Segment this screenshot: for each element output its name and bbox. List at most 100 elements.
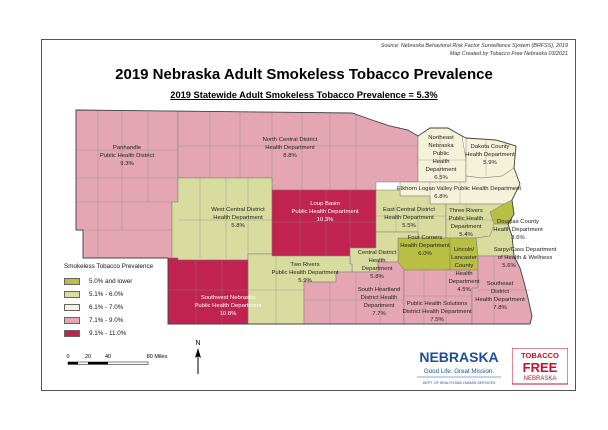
county-lines [76, 111, 530, 324]
southwest-value: 10.8% [220, 311, 237, 317]
tf-logo-line2: FREE [523, 360, 558, 375]
sarpy-cass-value: 5.6% [502, 263, 516, 269]
scale-bar: 0 20 40 80 Miles [66, 354, 167, 365]
north-arrow-icon: N [195, 340, 201, 374]
source-note: Source: Nebraska Behavioral Risk Factor … [381, 43, 568, 58]
lancaster-label: Department [449, 279, 480, 285]
east-central-label: East Central District [383, 207, 435, 213]
loup-basin-value: 10.3% [317, 217, 334, 223]
lancaster-label: Health [455, 271, 472, 277]
west-central-label: West Central District [211, 207, 265, 213]
southwest-label: Public Health Department [194, 303, 261, 309]
tobacco-free-nebraska-logo: TOBACCO FREE NEBRASKA [512, 348, 568, 385]
legend-label: 5.1% - 6.0% [89, 291, 124, 298]
northeast-label: Nebraska [428, 143, 454, 149]
lancaster-label: Lincoln/ [454, 247, 475, 253]
east-central-label: Health Department [384, 215, 434, 221]
two-rivers-label: Two Rivers [290, 262, 319, 268]
four-corners-label: Health Department [400, 243, 450, 249]
north-central-value: 8.8% [283, 153, 297, 159]
douglas-label: Health Department [493, 227, 543, 233]
lancaster-value: 4.5% [457, 287, 471, 293]
northeast-value: 6.5% [434, 175, 448, 181]
lancaster-label: County [455, 263, 474, 269]
central-value: 5.8% [370, 274, 384, 280]
state-outline [75, 109, 533, 325]
phs-value: 7.5% [430, 317, 444, 323]
northeast-label: Northeast [428, 135, 454, 141]
loup-basin-label: Public Health Department [291, 209, 358, 215]
legend-item: 6.1% - 7.0% [64, 301, 153, 314]
south-heartland-label: District Health [361, 295, 398, 301]
created-line: Map Created by Tobacco Free Nebraska 03/… [449, 50, 568, 57]
northeast-label: Health [432, 159, 449, 165]
phs-label: District Health Department [402, 309, 471, 315]
panhandle-value: 9.3% [120, 161, 134, 167]
source-line: Source: Nebraska Behavioral Risk Factor … [380, 43, 568, 49]
lancaster-label: Lancaster [451, 255, 477, 261]
three-rivers-label: Department [451, 224, 482, 230]
legend-item: 5.1% - 6.0% [64, 288, 153, 301]
sarpy-cass-label: Sarpy/Cass Department [494, 247, 557, 253]
four-corners-value: 6.0% [418, 251, 432, 257]
nebraska-logo-dept: DEPT. OF HEALTH AND HUMAN SERVICES [423, 381, 496, 385]
southwest-label: Southwest Nebraska [201, 295, 256, 301]
east-central-value: 5.5% [402, 223, 416, 229]
north-label: N [195, 340, 200, 347]
elkhorn-value: 6.8% [434, 194, 448, 200]
dakota-value: 5.9% [483, 160, 497, 166]
southeast-label: Southeast [487, 281, 514, 287]
scale-tick-label: 0 [66, 354, 69, 360]
south-heartland-value: 7.7% [372, 311, 386, 317]
nebraska-logo-tagline: Good Life. Great Mission. [424, 368, 494, 375]
three-rivers-label: Three Rivers [449, 208, 483, 214]
legend-swatch [64, 304, 80, 311]
tf-logo-line3: NEBRASKA [524, 376, 557, 382]
legend-item: 9.1% - 11.0% [64, 327, 153, 340]
southeast-value: 7.8% [493, 305, 507, 311]
three-rivers-label: Public Health [449, 216, 484, 222]
tf-logo-line1: TOBACCO [521, 351, 559, 360]
phs-label: Public Health Solutions [407, 301, 468, 307]
scale-tick-label: 40 [105, 354, 111, 360]
sarpy-cass-label: of Health & Wellness [498, 255, 553, 261]
elkhorn-label: Elkhorn Logan Valley Public Health Depar… [397, 186, 521, 192]
four-corners-label: Four Corners [408, 235, 443, 241]
panhandle-label: Panhandle [113, 145, 142, 151]
dakota-label: Dakota County [471, 144, 510, 150]
legend-title: Smokeless Tobacco Prevalence [64, 263, 154, 270]
legend: Smokeless Tobacco Prevalence 5.0% and lo… [64, 263, 153, 340]
legend-swatch [64, 330, 80, 337]
legend-label: 9.1% - 11.0% [89, 330, 127, 337]
dakota-label: Health Department [465, 152, 515, 158]
legend-item: 7.1% - 9.0% [64, 314, 153, 327]
district-loup-basin[interactable] [271, 189, 377, 257]
douglas-label: Douglas County [497, 219, 539, 225]
two-rivers-label: Public Health Department [271, 270, 338, 276]
legend-swatch [64, 278, 80, 285]
douglas-value: 3.6% [511, 235, 525, 241]
scale-tick-label: 20 [85, 354, 91, 360]
north-central-label: North Central District [263, 137, 318, 143]
nebraska-dhhs-logo: NEBRASKA Good Life. Great Mission. DEPT.… [417, 349, 501, 385]
west-central-label: Health Department [213, 215, 263, 221]
north-central-label: Health Department [265, 145, 315, 151]
legend-swatch [64, 317, 80, 324]
panhandle-label: Public Health District [100, 153, 155, 159]
loup-basin-label: Loup Basin [310, 201, 339, 207]
page-title: 2019 Nebraska Adult Smokeless Tobacco Pr… [115, 66, 493, 83]
legend-label: 5.0% and lower [89, 278, 133, 285]
district-panhandle[interactable] [75, 109, 179, 259]
central-label: Department [362, 266, 393, 272]
legend-item: 5.0% and lower [64, 275, 153, 288]
statewide-subtitle: 2019 Statewide Adult Smokeless Tobacco P… [170, 90, 438, 100]
south-heartland-label: South Heartland [358, 287, 401, 293]
legend-label: 7.1% - 9.0% [89, 317, 124, 324]
central-label: Health [368, 258, 385, 264]
southeast-label: District [491, 289, 509, 295]
southeast-label: Health Department [475, 297, 525, 303]
nebraska-logo-word: NEBRASKA [419, 349, 498, 365]
legend-label: 6.1% - 7.0% [89, 304, 124, 311]
northeast-label: Department [426, 167, 457, 173]
